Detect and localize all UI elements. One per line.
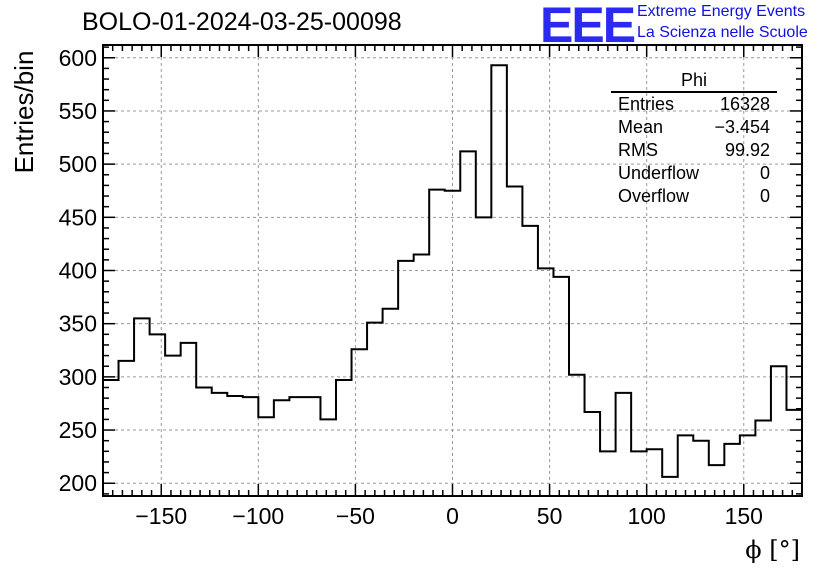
stats-key: Mean [618,117,664,137]
histogram-bin [181,343,197,496]
histogram-bin [693,441,709,496]
histogram-bin [429,190,445,496]
histogram-bin [553,277,569,496]
logo-line-2: La Scienza nelle Scuole [637,24,808,41]
histogram-bin [491,65,507,496]
y-tick-label: 250 [59,417,97,443]
x-tick-label: 150 [725,503,763,529]
stats-value: −3.454 [714,117,770,137]
x-tick-label: 100 [627,503,665,529]
y-tick-label: 500 [59,151,97,177]
stats-value: 0 [759,163,770,183]
y-axis-label: Entries/bin [9,51,39,174]
histogram-bin [243,397,259,496]
x-tick-label: 50 [537,503,563,529]
histogram-bin [647,449,663,496]
y-tick-label: 600 [59,45,97,71]
histogram-bin [398,261,414,496]
histogram-bin [755,420,771,496]
histogram-bin [631,451,647,496]
histogram-bin [258,417,274,496]
stats-value: 99.92 [724,140,770,160]
histogram-bin [740,435,756,496]
x-axis-label: ϕ [°] [745,536,800,564]
histogram-bin [352,349,368,496]
histogram-bin [616,393,632,496]
stats-title: Phi [680,70,707,90]
histogram-bin [274,400,290,496]
histogram-bin [305,397,321,496]
histogram-bin [383,309,399,496]
axis-ticks [103,45,802,496]
histogram-bin [538,268,554,496]
histogram-bin [336,380,352,496]
histogram-bin [600,451,616,496]
y-tick-label: 550 [59,98,97,124]
histogram-bin [662,477,678,496]
histogram-bin [150,334,166,496]
histogram-bin [103,380,119,496]
histogram-bin [227,396,243,496]
x-tick-label: −150 [135,503,187,529]
histogram-bin [569,375,585,496]
y-tick-label: 200 [59,470,97,496]
histogram-bin [585,412,601,496]
histogram-bin [678,435,694,496]
stats-key: Overflow [618,186,690,206]
histogram-bin [445,191,461,496]
histogram-bin [289,397,305,496]
histogram-bin [367,323,383,496]
stats-value: 0 [759,186,770,206]
histogram-line [103,64,802,478]
histogram-bin [786,410,802,496]
histogram-bin [771,366,787,496]
chart-title: BOLO-01-2024-03-25-00098 [82,8,402,36]
histogram-bin [165,356,181,496]
histogram-bin [724,444,740,496]
histogram-bin [460,151,476,496]
histogram-bin [212,393,228,496]
x-tick-label: 0 [446,503,459,529]
logo-line-1: Extreme Energy Events [637,3,806,20]
histogram-bin [320,419,336,496]
stats-value: 16328 [719,94,770,114]
grid [103,45,802,496]
tick-labels: −150 −100 −50 0 50 100 150 200 250 300 350 400 450 50… [59,45,763,529]
y-tick-label: 450 [59,204,97,230]
y-tick-label: 350 [59,311,97,337]
x-tick-label: −50 [336,503,375,529]
stats-key: Entries [618,94,675,114]
histogram-bin [196,388,212,496]
histogram-bin [134,318,150,496]
histogram-bin [476,217,492,496]
stats-key: Underflow [618,163,700,183]
histogram-bin [507,186,523,496]
histogram-bin [522,226,538,496]
histogram-bin [414,255,430,496]
histogram-bin [119,361,135,496]
x-tick-label: −100 [232,503,284,529]
histogram-bin [709,465,725,496]
stats-key: RMS [618,140,658,160]
y-tick-label: 400 [59,258,97,284]
stats-divider [611,91,777,93]
y-tick-label: 300 [59,364,97,390]
